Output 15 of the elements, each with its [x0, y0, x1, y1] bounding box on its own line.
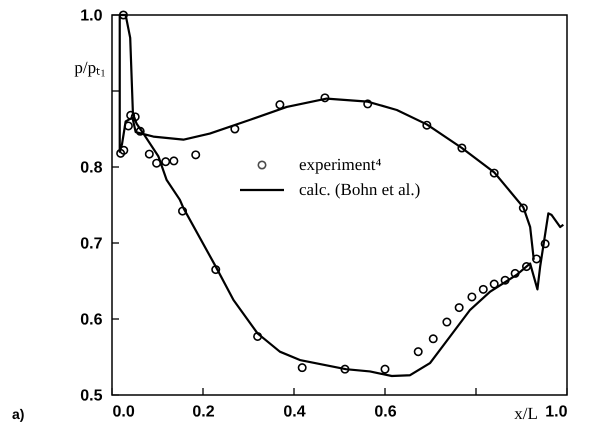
x-tick-label: 0.0	[112, 404, 135, 420]
y-tick-label: 0.8	[80, 160, 103, 176]
y-tick-label: 0.7	[80, 236, 103, 252]
text: a)	[12, 406, 24, 422]
y-tick-label: 1.0	[80, 8, 103, 24]
x-tick-label: 0.4	[283, 404, 306, 420]
legend-label: calc. (Bohn et al.)	[299, 180, 420, 199]
x-tick-label: 1.0	[545, 404, 568, 420]
y-axis-title: p/pₜ₁	[74, 58, 106, 78]
x-tick-label: 0.2	[192, 404, 215, 420]
legend-label: experiment⁴	[299, 155, 382, 174]
x-tick-label: 0.6	[374, 404, 397, 420]
y-tick-label: 0.6	[80, 312, 103, 328]
x-axis-title: x/L	[514, 404, 538, 423]
y-tick-label: 0.5	[80, 388, 103, 404]
